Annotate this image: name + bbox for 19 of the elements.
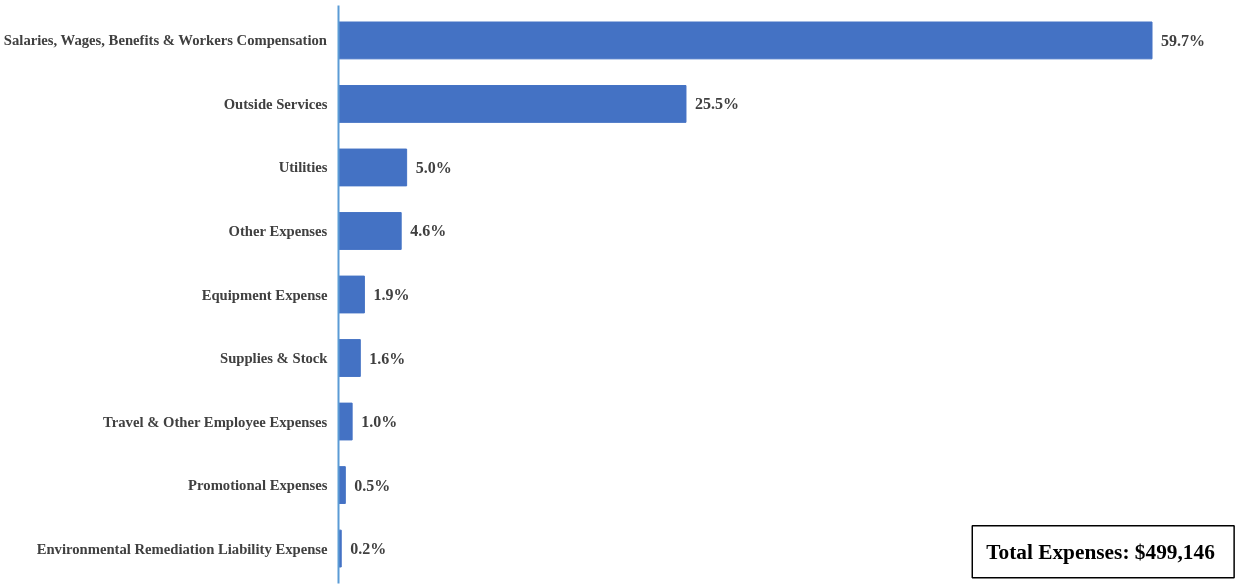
y-tick-label: Salaries, Wages, Benefits & Workers Compensation <box>3 32 327 49</box>
y-tick-label: Other Expenses <box>228 222 328 239</box>
y-tick-label: Supplies & Stock <box>219 350 329 367</box>
data-label: 1.6% <box>369 349 406 367</box>
data-label: 1.0% <box>361 413 398 431</box>
data-label: 59.7% <box>1161 31 1206 49</box>
y-tick-label: Promotional Expenses <box>188 477 328 494</box>
y-tick-label: Equipment Expense <box>201 286 328 303</box>
data-label: 5.0% <box>415 158 452 176</box>
y-tick-label: Travel & Other Employee Expenses <box>103 413 328 430</box>
data-label: 25.5% <box>694 95 739 113</box>
data-label: 0.5% <box>354 476 391 494</box>
data-label: 4.6% <box>410 222 447 240</box>
y-tick-label: Outside Services <box>223 95 328 112</box>
data-label: 1.9% <box>373 286 410 303</box>
y-tick-label: Utilities <box>278 159 328 176</box>
y-tick-label: Environmental Remediation Liability Expense <box>36 540 328 557</box>
data-label: 0.2% <box>350 540 387 558</box>
annotation: Total Expenses: $499,146 <box>986 539 1216 564</box>
